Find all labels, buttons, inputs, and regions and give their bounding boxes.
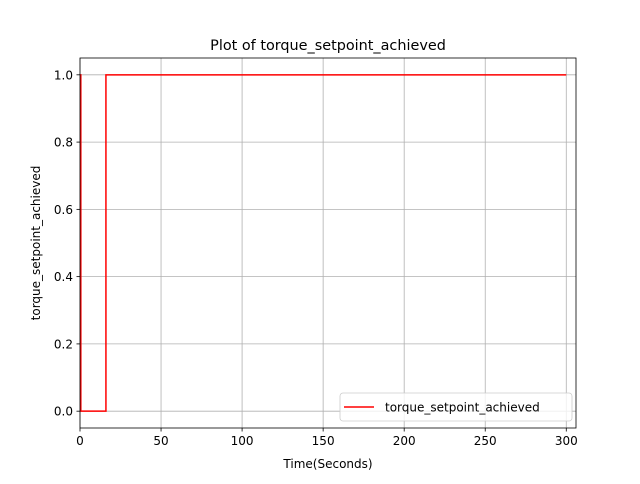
chart-title: Plot of torque_setpoint_achieved [210, 38, 446, 54]
x-tick-label: 50 [153, 434, 168, 448]
legend-label: torque_setpoint_achieved [385, 401, 540, 415]
x-axis-label: Time(Seconds) [282, 457, 372, 471]
x-tick-label: 100 [231, 434, 254, 448]
grid [79, 58, 576, 428]
plot-frame [79, 57, 577, 429]
y-tick-label: 0.4 [54, 270, 73, 284]
y-axis-label: torque_setpoint_achieved [29, 166, 43, 321]
x-tick-label: 300 [555, 434, 578, 448]
ticks: 0 50 100 150 200 250 300 0.0 0.2 0.4 0.6 0.8 1.0 [54, 68, 578, 448]
y-tick-label: 1.0 [54, 68, 73, 82]
x-tick-label: 150 [312, 434, 335, 448]
y-tick-label: 0.2 [54, 337, 73, 351]
y-tick-label: 0.0 [54, 405, 73, 419]
series-line [80, 74, 567, 412]
x-tick-label: 200 [393, 434, 416, 448]
legend-box [339, 392, 573, 422]
y-tick-label: 0.6 [54, 203, 73, 217]
legend: torque_setpoint_achieved [339, 392, 573, 422]
x-tick-label: 250 [474, 434, 497, 448]
y-tick-label: 0.8 [54, 136, 73, 150]
x-tick-label: 0 [76, 434, 84, 448]
series-layer [80, 74, 567, 412]
